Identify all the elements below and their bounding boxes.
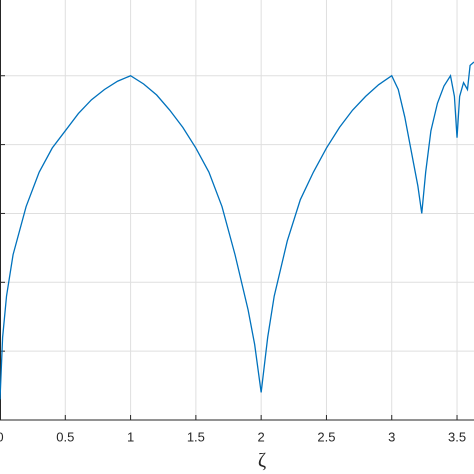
x-tick-label: 3.5	[448, 429, 466, 444]
x-tick-label: 1	[127, 429, 134, 444]
x-tick-label: 2.5	[317, 429, 335, 444]
x-tick-label: 3	[388, 429, 395, 444]
x-axis-label: ζ	[258, 450, 266, 472]
x-tick-label: 0.5	[56, 429, 74, 444]
x-tick-label: 2	[258, 429, 265, 444]
x-tick-label: 1.5	[187, 429, 205, 444]
x-tick-label: 0	[0, 429, 4, 444]
data-line	[0, 61, 474, 400]
